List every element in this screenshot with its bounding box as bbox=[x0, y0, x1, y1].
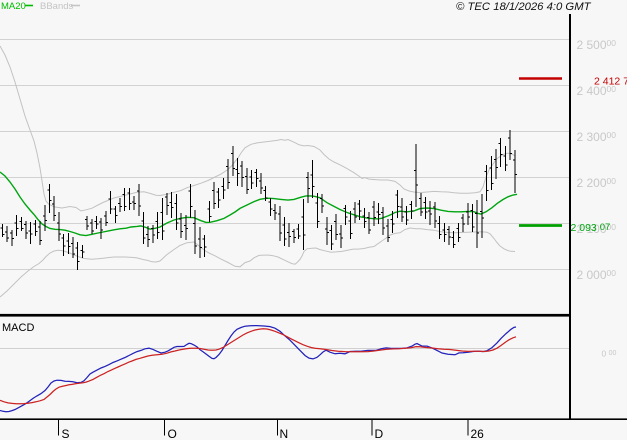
svg-text:26: 26 bbox=[471, 427, 485, 440]
svg-text:2 412 75: 2 412 75 bbox=[594, 75, 627, 87]
svg-text:BBands: BBands bbox=[40, 1, 74, 12]
svg-text:S: S bbox=[62, 427, 70, 440]
svg-text:MACD: MACD bbox=[2, 322, 34, 334]
svg-text:D: D bbox=[375, 427, 384, 440]
svg-text:2 30000: 2 30000 bbox=[577, 130, 617, 144]
svg-text:2 10000: 2 10000 bbox=[577, 222, 617, 236]
svg-text:2 093 07: 2 093 07 bbox=[571, 222, 611, 234]
svg-text:© TEC 18/1/2026 4:0 GMT: © TEC 18/1/2026 4:0 GMT bbox=[456, 1, 592, 13]
svg-text:MA20: MA20 bbox=[1, 1, 26, 12]
svg-text:O: O bbox=[168, 427, 177, 440]
svg-text:2 40000: 2 40000 bbox=[577, 84, 617, 98]
svg-text:2 00000: 2 00000 bbox=[577, 268, 617, 282]
svg-text:N: N bbox=[280, 427, 289, 440]
svg-text:0 00: 0 00 bbox=[602, 349, 617, 359]
svg-text:2 20000: 2 20000 bbox=[577, 176, 617, 190]
svg-text:2 50000: 2 50000 bbox=[577, 38, 617, 52]
